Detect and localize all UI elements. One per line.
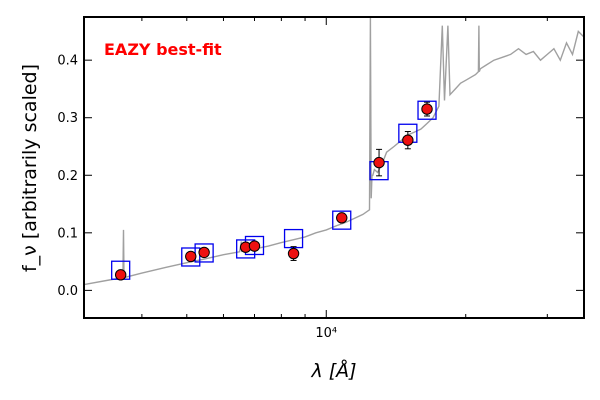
observed-flux-point — [185, 250, 197, 263]
y-tick-label: 0.1 — [57, 226, 78, 241]
x-tick-label: 10⁴ — [315, 326, 337, 341]
y-tick-label: 0.2 — [57, 169, 78, 184]
observed-flux-point — [373, 156, 385, 169]
observed-flux-point — [336, 212, 348, 224]
observed-flux-point — [198, 246, 210, 259]
y-axis-label: f_ν [arbitrarily scaled] — [19, 64, 41, 272]
axes-frame — [83, 16, 585, 319]
y-tick-label: 0.4 — [57, 54, 78, 69]
model-flux-square — [417, 100, 437, 120]
observed-flux-point — [421, 103, 433, 115]
plot-area — [84, 17, 584, 286]
model-flux-square — [332, 210, 352, 230]
x-axis-label: λ [Å] — [310, 359, 356, 382]
y-tick-label: 0.3 — [57, 111, 78, 126]
y-tick-label: 0.0 — [57, 284, 78, 299]
axes: 0.0 0.1 0.2 0.3 0.4 10⁴ — [57, 16, 585, 341]
observed-flux-point — [402, 134, 414, 146]
annotation-eazy-best-fit: EAZY best-fit — [104, 40, 222, 59]
model-flux-square — [181, 247, 201, 267]
observed-flux-point — [287, 247, 300, 260]
observed-flux-point — [114, 269, 127, 281]
observed-flux-point — [248, 240, 261, 252]
